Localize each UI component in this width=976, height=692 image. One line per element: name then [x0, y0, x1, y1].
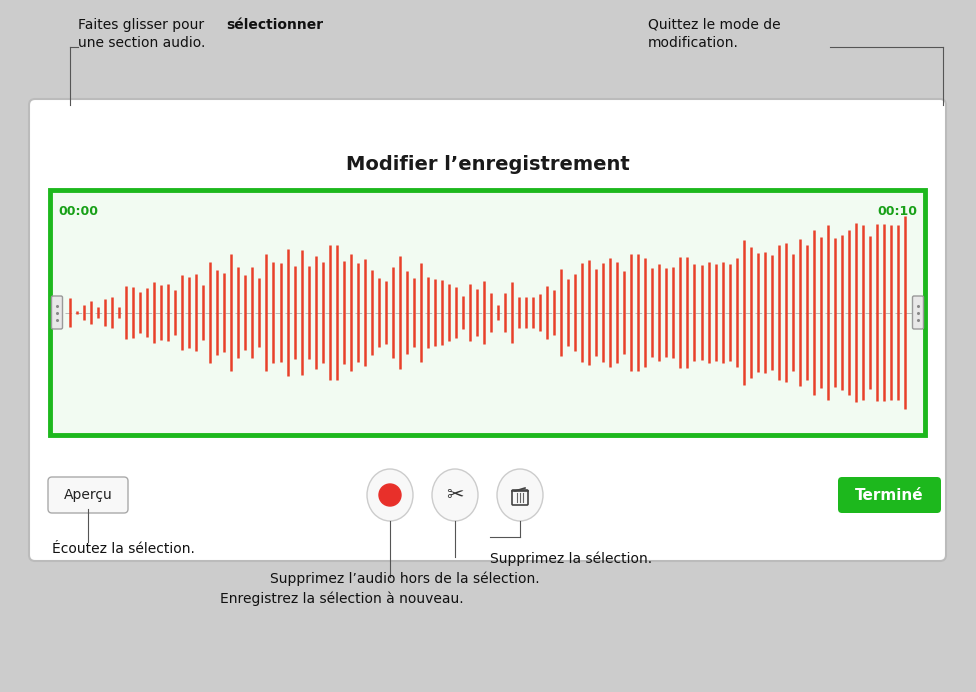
Text: Faites glisser pour: Faites glisser pour: [78, 18, 209, 32]
Text: Écoutez la sélection.: Écoutez la sélection.: [52, 542, 195, 556]
Ellipse shape: [367, 469, 413, 521]
Text: ✂: ✂: [446, 485, 464, 505]
FancyBboxPatch shape: [512, 490, 528, 505]
FancyBboxPatch shape: [52, 296, 62, 329]
Ellipse shape: [432, 469, 478, 521]
FancyBboxPatch shape: [913, 296, 923, 329]
Text: 00:10: 00:10: [877, 205, 917, 218]
Text: Terminé: Terminé: [855, 487, 924, 502]
Text: Supprimez l’audio hors de la sélection.: Supprimez l’audio hors de la sélection.: [270, 572, 540, 587]
Text: Supprimez la sélection.: Supprimez la sélection.: [490, 552, 652, 567]
Text: modification.: modification.: [648, 36, 739, 50]
Text: Quittez le mode de: Quittez le mode de: [648, 18, 781, 32]
Text: Modifier l’enregistrement: Modifier l’enregistrement: [346, 156, 630, 174]
Text: Enregistrez la sélection à nouveau.: Enregistrez la sélection à nouveau.: [220, 592, 464, 606]
Text: 00:00: 00:00: [58, 205, 98, 218]
FancyBboxPatch shape: [838, 477, 941, 513]
FancyBboxPatch shape: [29, 99, 946, 561]
FancyBboxPatch shape: [48, 477, 128, 513]
Ellipse shape: [497, 469, 543, 521]
FancyBboxPatch shape: [50, 190, 925, 435]
Text: sélectionner: sélectionner: [226, 18, 323, 32]
Text: Aperçu: Aperçu: [63, 488, 112, 502]
Text: une section audio.: une section audio.: [78, 36, 205, 50]
Circle shape: [379, 484, 401, 506]
